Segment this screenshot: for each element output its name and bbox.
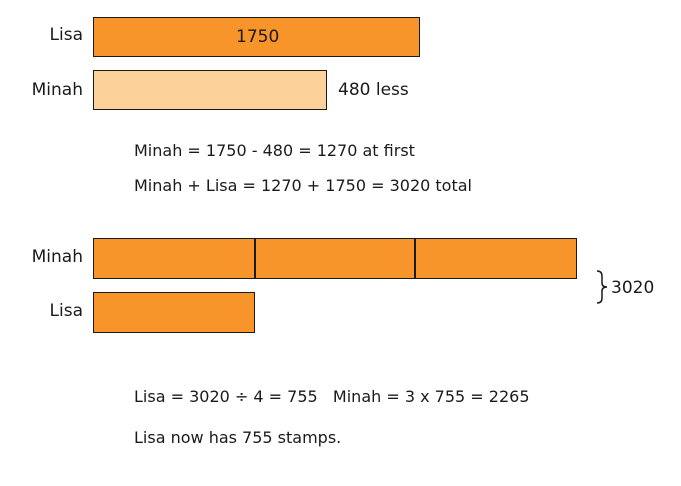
lisa-label-top: Lisa [49,25,83,45]
lisa-bar-bottom [93,292,255,333]
total-brace-icon [596,270,608,304]
minah-unit-divider-2 [414,238,416,279]
step-minah-first: Minah = 1750 - 480 = 1270 at first [134,141,415,160]
minah-unit-divider-1 [254,238,256,279]
minah-difference-text: 480 less [338,80,409,100]
minah-bar-top [93,70,327,110]
lisa-value-text: 1750 [236,27,280,47]
total-value-text: 3020 [611,278,655,298]
step-unit-value: Lisa = 3020 ÷ 4 = 755 Minah = 3 x 755 = … [134,387,530,406]
minah-label-bottom: Minah [31,247,83,267]
lisa-bar-top [93,17,420,57]
step-total: Minah + Lisa = 1270 + 1750 = 3020 total [134,176,472,195]
step-answer: Lisa now has 755 stamps. [134,428,342,447]
minah-bar-bottom [93,238,577,279]
lisa-label-bottom: Lisa [49,301,83,321]
minah-label-top: Minah [31,80,83,100]
